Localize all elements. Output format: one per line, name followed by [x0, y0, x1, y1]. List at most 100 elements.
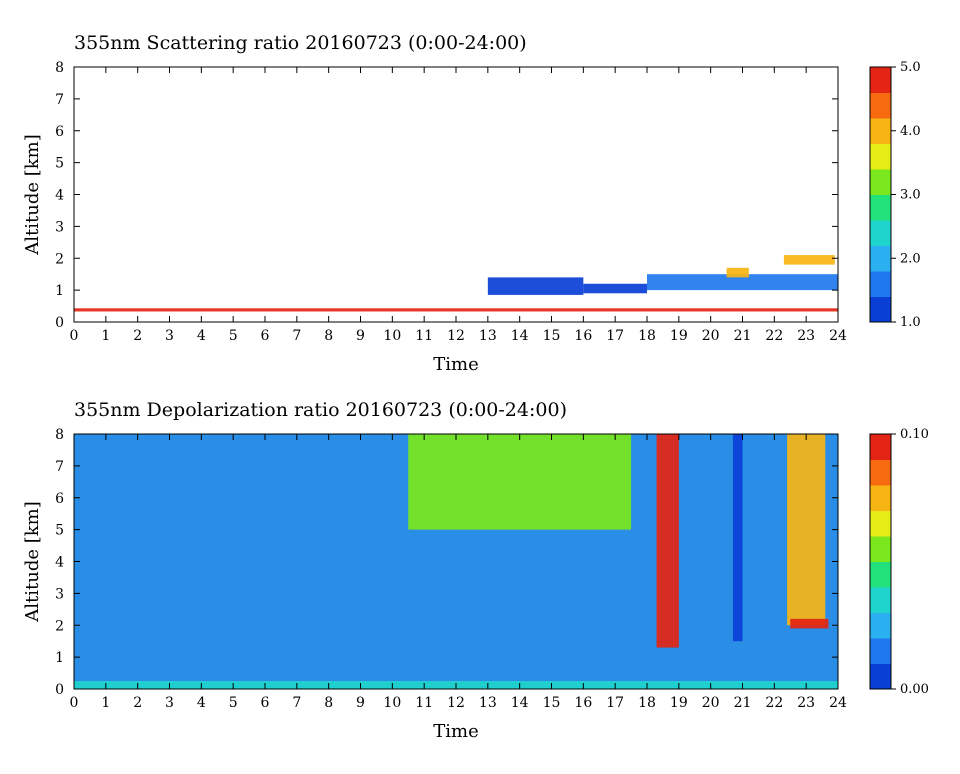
depolarization-xtick-label-11: 11	[415, 695, 433, 711]
scattering-colorbar-label-3: 4.0	[900, 124, 921, 139]
scattering-colorbar-segment-7	[870, 118, 891, 144]
scattering-colorbar-segment-4	[870, 194, 891, 221]
depolarization-ytick-label-2: 2	[55, 618, 64, 634]
depolarization-colorbar-segment-9	[870, 434, 891, 460]
depolarization-xtick-label-12: 12	[447, 695, 465, 711]
scattering-colorbar-segment-2	[870, 245, 891, 272]
scattering-xtick-label-14: 14	[511, 328, 529, 344]
depolarization-xtick-label-18: 18	[638, 695, 656, 711]
scattering-ytick-label-0: 0	[55, 315, 64, 331]
depolarization-ytick-label-8: 8	[55, 427, 64, 443]
depolarization-xtick-label-8: 8	[324, 695, 333, 711]
scattering-xtick-label-5: 5	[229, 328, 238, 344]
scattering-colorbar-segment-9	[870, 67, 891, 93]
depolarization-colorbar-segment-5	[870, 536, 891, 562]
depolarization-xlabel: Time	[433, 721, 478, 742]
depolarization-xtick-label-10: 10	[383, 695, 401, 711]
scattering-ytick-label-6: 6	[55, 124, 64, 140]
depolarization-xtick-label-16: 16	[574, 695, 592, 711]
depolarization-ytick-label-3: 3	[55, 586, 64, 602]
depolarization-colorbar-segment-0	[870, 663, 891, 690]
depolarization-feature-4	[787, 434, 826, 626]
scattering-ytick-label-2: 2	[55, 251, 64, 267]
scattering-colorbar-label-0: 1.0	[900, 315, 921, 330]
scattering-xtick-label-23: 23	[797, 328, 815, 344]
depolarization-ytick-label-6: 6	[55, 491, 64, 507]
scattering-colorbar-segment-5	[870, 169, 891, 195]
depolarization-xtick-label-17: 17	[606, 695, 624, 711]
scattering-xtick-label-22: 22	[765, 328, 783, 344]
depolarization-colorbar: 0.00 0.10	[869, 427, 929, 697]
scattering-axes: 0 1 2 3 4 5 6 7 8 9 10 11 12 13 14 15 16 17 18 19 20 21 22 23 24…	[55, 60, 847, 344]
depolarization-xtick-label-5: 5	[229, 695, 238, 711]
scattering-xtick-label-15: 15	[543, 328, 561, 344]
scattering-colorbar-segment-6	[870, 143, 891, 170]
scattering-xtick-label-2: 2	[133, 328, 142, 344]
depolarization-xtick-label-24: 24	[829, 695, 847, 711]
depolarization-ytick-label-7: 7	[55, 459, 64, 475]
scattering-feature-2	[583, 283, 647, 294]
depolarization-xtick-label-14: 14	[511, 695, 529, 711]
scattering-colorbar-label-4: 5.0	[900, 60, 921, 75]
scattering-xtick-label-13: 13	[479, 328, 497, 344]
scattering-ytick-label-3: 3	[55, 219, 64, 235]
scattering-xtick-label-8: 8	[324, 328, 333, 344]
depolarization-xtick-label-2: 2	[133, 695, 142, 711]
scattering-xtick-label-1: 1	[101, 328, 110, 344]
depolarization-xtick-label-21: 21	[734, 695, 752, 711]
depolarization-xtick-label-19: 19	[670, 695, 688, 711]
scattering-xtick-label-19: 19	[670, 328, 688, 344]
scattering-heatmap	[74, 67, 838, 322]
depolarization-ratio-panel: 355nm Depolarization ratio 20160723 (0:0…	[22, 399, 929, 742]
depolarization-xtick-label-9: 9	[356, 695, 365, 711]
scattering-xtick-label-20: 20	[702, 328, 720, 344]
scattering-xtick-label-9: 9	[356, 328, 365, 344]
scattering-xtick-label-3: 3	[165, 328, 174, 344]
depolarization-colorbar-segment-6	[870, 510, 891, 537]
depolarization-xtick-label-3: 3	[165, 695, 174, 711]
depolarization-xtick-label-7: 7	[292, 695, 301, 711]
scattering-colorbar-segment-8	[870, 92, 891, 119]
depolarization-colorbar-label-0: 0.00	[900, 682, 929, 697]
depolarization-colorbar-frame	[869, 433, 892, 690]
depolarization-colorbar-segment-4	[870, 561, 891, 588]
scattering-colorbar-label-2: 3.0	[900, 188, 921, 203]
depolarization-ytick-label-5: 5	[55, 523, 64, 539]
scattering-xtick-label-11: 11	[415, 328, 433, 344]
scattering-ylabel: Altitude [km]	[22, 134, 43, 256]
scattering-feature-5	[783, 255, 835, 265]
depolarization-colorbar-segment-7	[870, 485, 891, 511]
depolarization-colorbar-segment-2	[870, 612, 891, 639]
scattering-feature-4	[726, 267, 749, 278]
scattering-colorbar-segment-1	[870, 271, 891, 297]
depolarization-feature-1	[408, 434, 632, 530]
scattering-colorbar-segment-0	[870, 296, 891, 323]
depolarization-xtick-label-0: 0	[70, 695, 79, 711]
depolarization-xtick-label-1: 1	[101, 695, 110, 711]
scattering-ytick-label-5: 5	[55, 156, 64, 172]
depolarization-heatmap	[74, 434, 838, 689]
scattering-ytick-label-8: 8	[55, 60, 64, 76]
scattering-title: 355nm Scattering ratio 20160723 (0:00-24…	[74, 32, 527, 54]
depolarization-title: 355nm Depolarization ratio 20160723 (0:0…	[74, 399, 567, 421]
depolarization-axes: 0 1 2 3 4 5 6 7 8 9 10 11 12 13 14 15 16 17 18 19 20 21 22 23 24…	[55, 427, 847, 711]
scattering-colorbar: 1.0 2.0 3.0 4.0 5.0	[869, 60, 921, 330]
depolarization-ytick-label-0: 0	[55, 682, 64, 698]
depolarization-colorbar-label-1: 0.10	[900, 427, 929, 442]
scattering-xtick-label-18: 18	[638, 328, 656, 344]
scattering-xtick-label-10: 10	[383, 328, 401, 344]
scattering-colorbar-segment-3	[870, 220, 891, 246]
depolarization-xtick-label-15: 15	[543, 695, 561, 711]
depolarization-xtick-label-20: 20	[702, 695, 720, 711]
scattering-colorbar-label-1: 2.0	[900, 251, 921, 266]
depolarization-xtick-label-4: 4	[197, 695, 206, 711]
depolarization-colorbar-segment-8	[870, 459, 891, 486]
scattering-xtick-label-21: 21	[734, 328, 752, 344]
scattering-feature-0	[74, 308, 838, 312]
depolarization-ylabel: Altitude [km]	[22, 501, 43, 623]
scattering-xtick-label-24: 24	[829, 328, 847, 344]
scattering-xlabel: Time	[433, 354, 478, 375]
scattering-xtick-label-16: 16	[574, 328, 592, 344]
